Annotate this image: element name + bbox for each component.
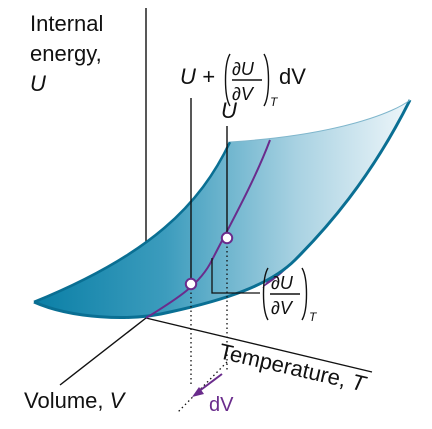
volume-axis-label: Volume, V [24,388,127,413]
internal-energy-label-line1: Internal [30,11,103,36]
slope-numerator: ∂U [271,273,294,293]
volume-axis [59,317,147,386]
slope-denominator: ∂V [271,298,294,318]
surface-front-edge [33,99,412,319]
slope-label: ∂U ∂V T [262,267,318,324]
internal-energy-symbol: U [30,71,46,96]
derivative-lead: U + [180,64,215,89]
dv-arrow-head [192,387,204,397]
temperature-axis-label: Temperature, T [217,339,369,397]
energy-surface [34,100,410,318]
surface-left-edge [33,141,232,304]
derivative-numerator: ∂U [232,59,255,79]
slope-tangent-line [211,258,260,294]
derivative-denominator: ∂V [232,84,255,104]
volume-text: Volume, [24,388,110,413]
point-u [220,231,234,245]
u-point-label: U [221,98,237,123]
derivative-tail: dV [279,64,306,89]
surface-back-edge [229,99,411,143]
point-u-plus-dv [184,277,198,291]
derivative-right-paren [263,53,270,107]
derivative-subscript: T [270,95,279,109]
temperature-text: Temperature, [217,339,355,394]
temperature-axis [145,317,373,373]
dv-arrow-shaft [197,373,223,393]
volume-symbol: V [110,388,127,413]
slope-subscript: T [309,310,318,324]
dv-label: dV [209,394,234,416]
slope-right-paren [301,267,308,321]
derivative-left-paren [224,53,231,107]
internal-energy-label-line2: energy, [30,41,102,66]
slope-left-paren [262,267,269,321]
derivative-expression: U + ∂U ∂V T dV [180,53,306,109]
